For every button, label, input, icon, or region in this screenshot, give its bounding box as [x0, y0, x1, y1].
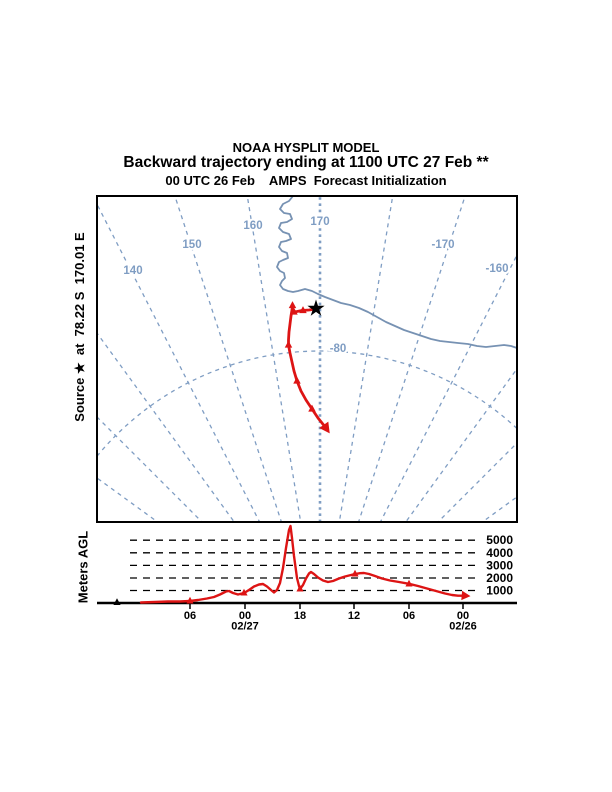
map-panel [97, 196, 517, 522]
height-profile-marker [405, 579, 413, 587]
meridian-line-deg-45 [97, 416, 203, 522]
meridian-label-140: 140 [123, 265, 142, 277]
meridian-line-150 [174, 196, 283, 522]
meridian-label--170: -170 [431, 239, 454, 251]
height-profile-marker [296, 584, 304, 592]
date-label: 02/26 [449, 621, 477, 633]
time-tick-label: 00 [239, 610, 251, 622]
trajectory-marker [299, 306, 307, 314]
meridian-line--170 [357, 196, 466, 522]
initialization-subtitle: 00 UTC 26 Feb AMPS Forecast Initializati… [165, 173, 447, 188]
trajectory-end-arrow [319, 421, 330, 434]
trajectory-marker [284, 340, 293, 348]
graticule-labels: 140 150 160 170 -170 -160 -80 [121, 214, 510, 357]
meridian-line-deg-36 [97, 331, 236, 522]
model-title: NOAA HYSPLIT MODEL [232, 140, 380, 155]
map-border [96, 195, 518, 523]
latitude-circle-80 [97, 350, 517, 458]
height-profile-end-arrow [461, 590, 471, 601]
height-profile-marker [351, 569, 359, 577]
trajectory-title: Backward trajectory ending at 1100 UTC 2… [123, 154, 489, 171]
height-profile-line [139, 524, 467, 604]
trajectory-marker [293, 376, 301, 384]
meridian-label--160: -160 [485, 263, 508, 275]
meridian-line-160 [246, 196, 302, 522]
axis-start-marker [113, 598, 121, 606]
height-profile-marker [186, 596, 194, 604]
altitude-label-4000: 4000 [486, 546, 513, 560]
time-tick-label: 06 [403, 610, 415, 622]
time-tick-label: 12 [348, 610, 360, 622]
altitude-label-5000: 5000 [486, 533, 513, 547]
trajectory-marker [290, 307, 298, 315]
meridian-line-deg54 [481, 496, 517, 522]
meridian-line-deg36 [404, 367, 517, 522]
meridian-label-150: 150 [182, 239, 201, 251]
meridian-label-160: 160 [243, 220, 262, 232]
trajectory-marker [288, 301, 297, 309]
latitude-label--80: -80 [330, 343, 347, 355]
time-tick-label: 00 [457, 610, 469, 622]
date-label: 02/27 [231, 621, 259, 633]
time-tick-label: 06 [184, 610, 196, 622]
meridian-label-170: 170 [310, 216, 329, 228]
meridian-line-deg45 [437, 442, 517, 522]
altitude-label-3000: 3000 [486, 558, 513, 572]
height-profile-marker [240, 588, 248, 596]
source-star-map [307, 299, 325, 316]
trajectory-marker [308, 404, 316, 412]
altitude-label-1000: 1000 [486, 584, 513, 598]
meridian-line-140 [97, 202, 261, 522]
altitude-label-2000: 2000 [486, 571, 513, 585]
time-tick-label: 18 [294, 610, 306, 622]
meridian-line-deg9.3 [338, 196, 394, 522]
antarctic-coastline [276, 196, 517, 349]
meridian-line--160 [379, 253, 517, 522]
